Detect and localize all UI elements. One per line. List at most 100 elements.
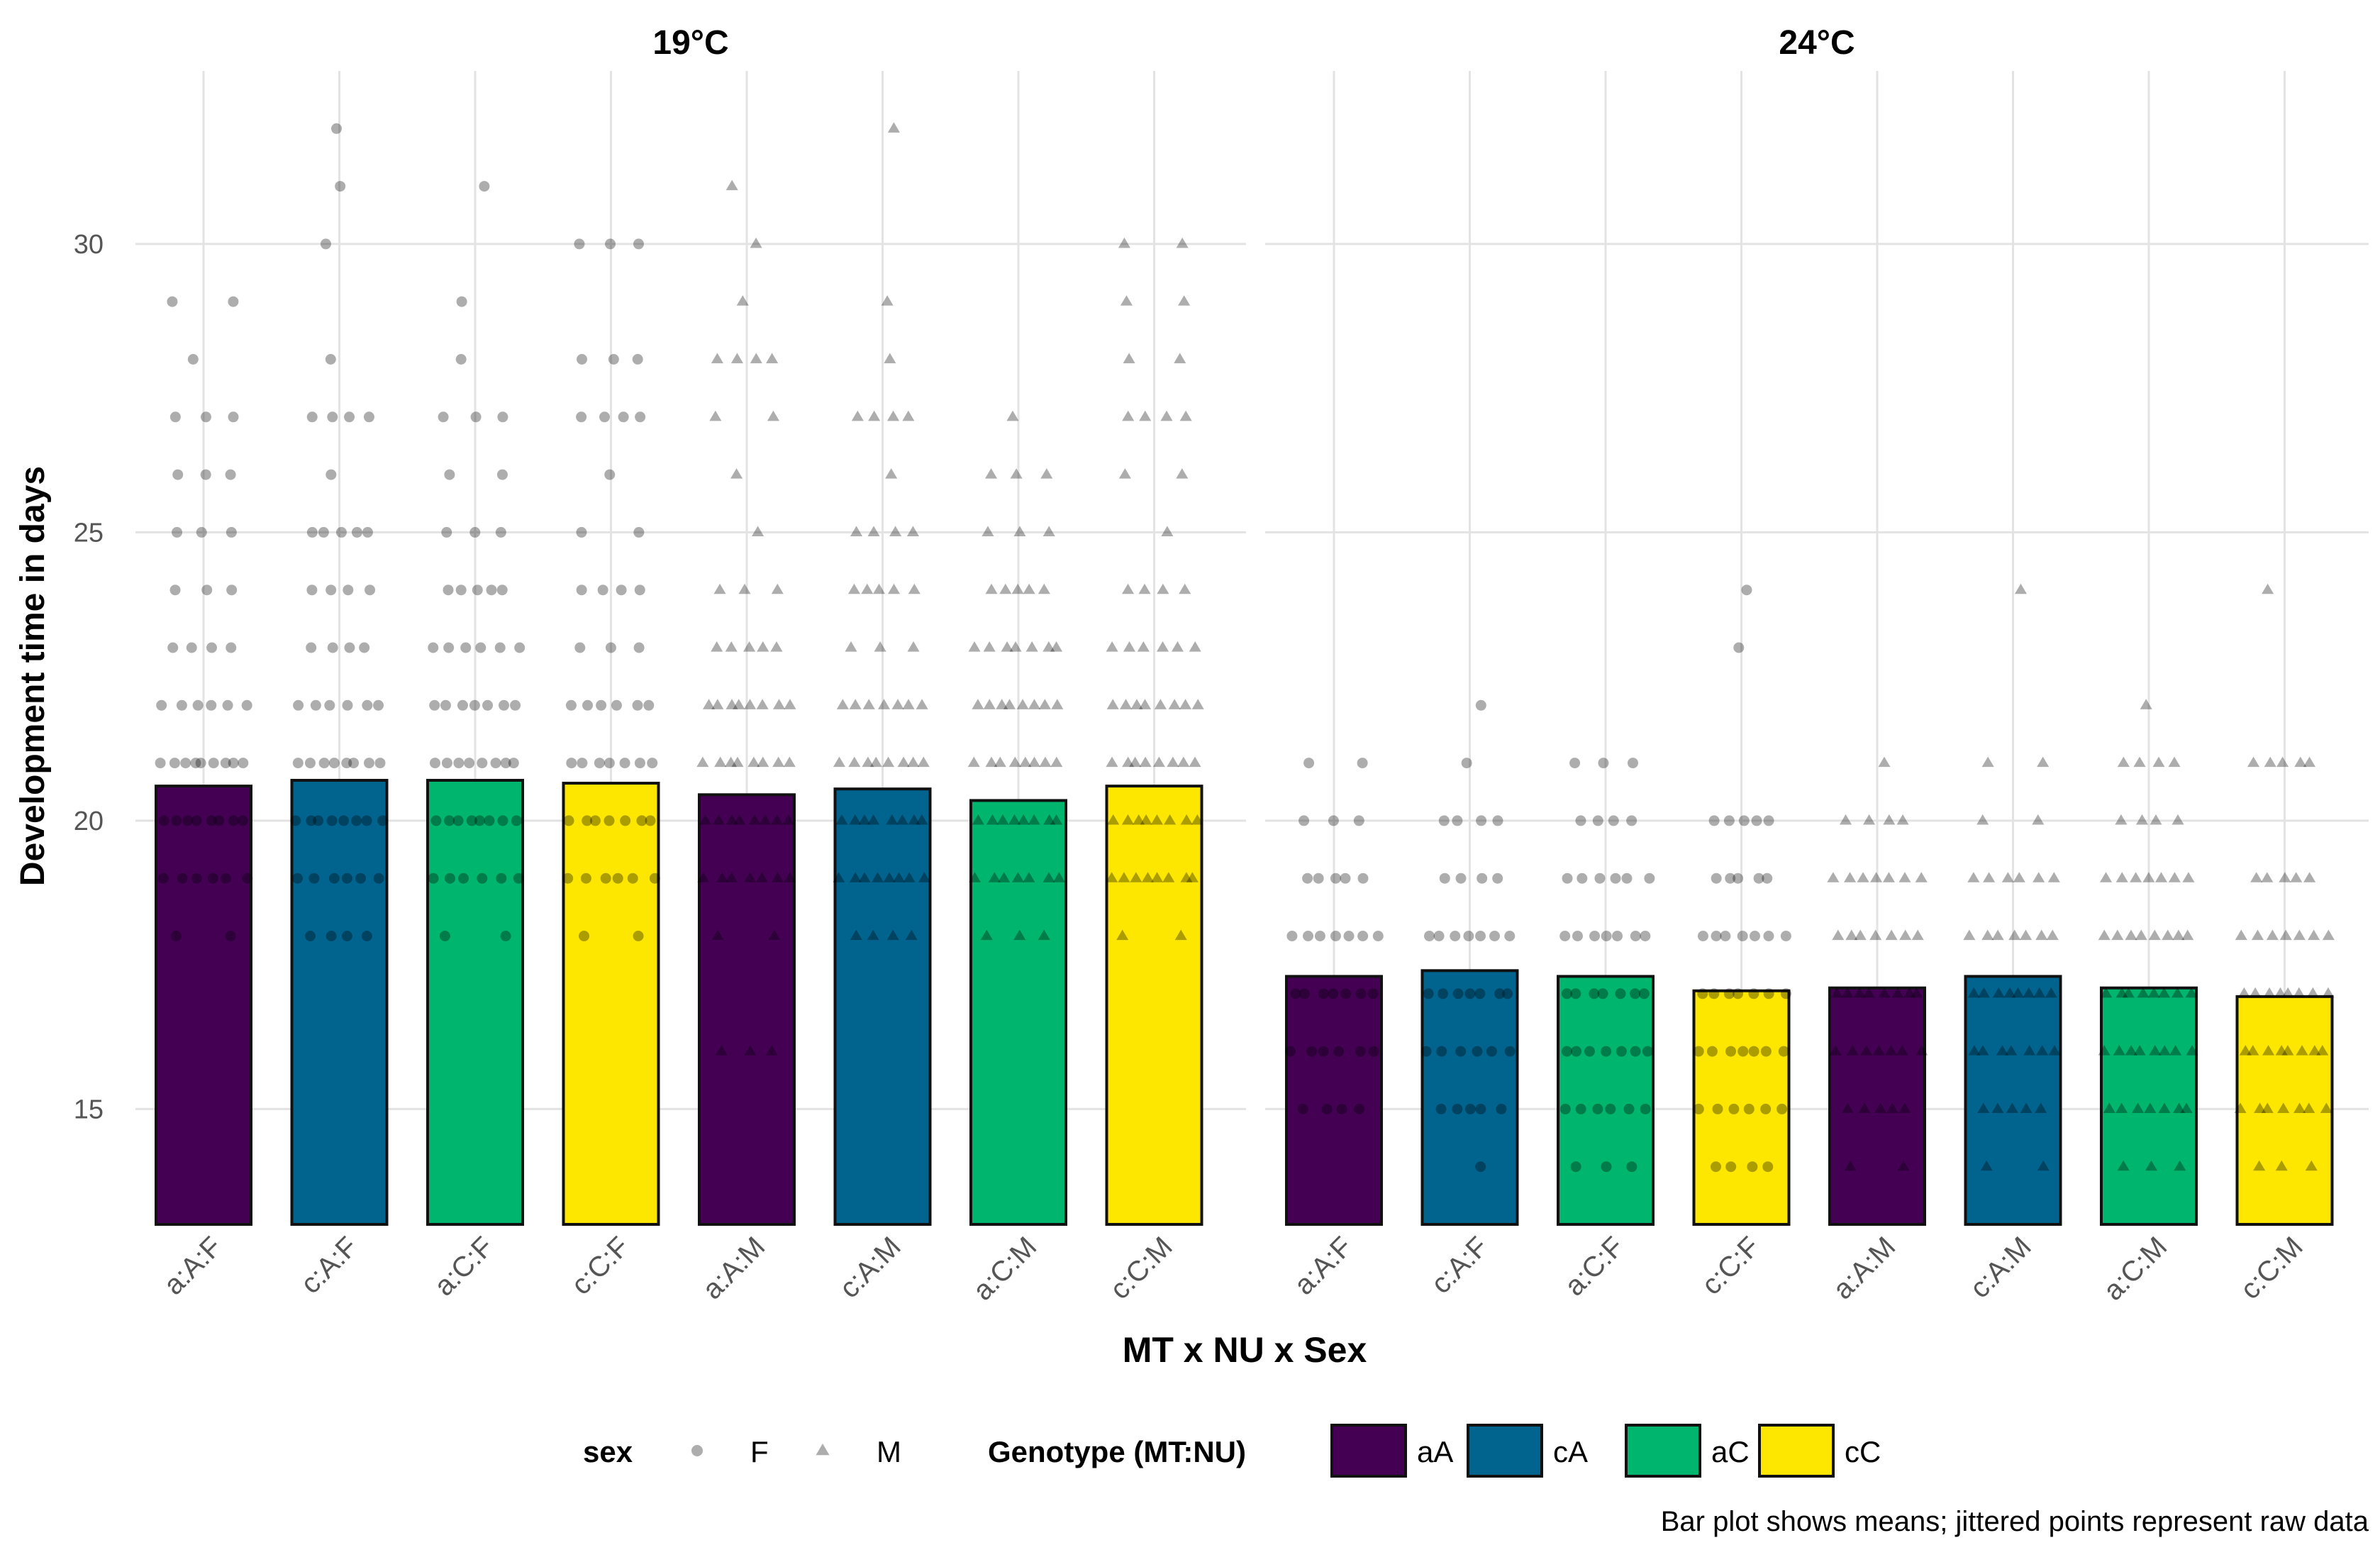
data-point xyxy=(1303,931,1314,941)
data-point xyxy=(2115,814,2128,825)
data-point xyxy=(377,815,389,826)
data-point xyxy=(1130,872,1142,882)
data-point xyxy=(725,756,738,768)
data-point xyxy=(1899,929,1912,941)
data-point xyxy=(699,814,712,825)
data-point xyxy=(477,873,488,884)
data-point xyxy=(430,815,442,826)
data-point xyxy=(1043,814,1056,825)
data-point xyxy=(782,814,795,825)
data-point xyxy=(582,699,594,711)
data-point xyxy=(596,699,607,711)
data-point xyxy=(759,814,772,825)
data-point xyxy=(982,526,994,536)
data-point xyxy=(2168,872,2181,882)
data-point xyxy=(2133,756,2146,768)
data-point xyxy=(2181,929,2194,941)
data-point xyxy=(1141,872,1155,882)
data-point xyxy=(563,815,574,826)
data-point xyxy=(1492,873,1503,884)
data-point xyxy=(2149,1045,2162,1056)
data-point xyxy=(1630,988,1641,1000)
data-point xyxy=(208,758,219,769)
data-point xyxy=(882,756,895,768)
data-point xyxy=(833,756,846,768)
data-point xyxy=(497,815,508,826)
data-point xyxy=(886,410,900,421)
bar xyxy=(426,778,524,1226)
data-point xyxy=(206,699,217,711)
data-point xyxy=(980,929,993,941)
data-point xyxy=(2296,1045,2308,1056)
data-point xyxy=(228,815,239,826)
data-point xyxy=(574,238,585,250)
data-point xyxy=(1733,873,1744,884)
data-point xyxy=(1780,988,1791,1000)
data-point xyxy=(1139,756,1152,768)
data-point xyxy=(1896,814,1909,825)
data-point xyxy=(241,699,252,711)
data-point xyxy=(1640,931,1651,941)
data-point xyxy=(1830,987,1843,998)
data-point xyxy=(1778,1046,1789,1057)
bar xyxy=(562,782,660,1227)
data-point xyxy=(1991,1102,2004,1113)
data-point xyxy=(470,411,482,423)
data-point xyxy=(453,758,465,769)
data-point xyxy=(877,699,891,709)
data-point xyxy=(341,873,352,884)
data-point xyxy=(2308,1045,2321,1056)
data-point xyxy=(731,756,744,768)
data-point xyxy=(1010,468,1023,479)
data-point xyxy=(632,699,643,711)
data-point xyxy=(196,526,207,538)
data-point xyxy=(1121,814,1134,825)
data-point xyxy=(1042,872,1055,882)
data-point xyxy=(903,872,916,882)
data-point xyxy=(2154,872,2168,882)
data-point xyxy=(881,295,894,306)
data-point xyxy=(1017,814,1030,825)
data-point xyxy=(508,758,519,769)
data-point xyxy=(2144,1102,2157,1113)
data-point xyxy=(696,756,709,768)
data-point xyxy=(772,699,786,709)
data-point xyxy=(1357,873,1369,884)
data-point xyxy=(226,526,237,538)
data-point xyxy=(2247,1045,2259,1056)
data-point xyxy=(1028,699,1041,709)
data-point xyxy=(1436,1046,1447,1057)
data-point xyxy=(1610,873,1621,884)
data-point xyxy=(594,758,605,769)
data-point xyxy=(715,1045,728,1056)
data-point xyxy=(2172,929,2185,941)
data-point xyxy=(2261,872,2274,882)
data-point xyxy=(514,642,526,653)
data-point xyxy=(885,468,898,479)
data-point xyxy=(1464,1103,1476,1114)
data-point xyxy=(1844,1160,1857,1171)
data-point xyxy=(983,699,996,709)
data-point xyxy=(1697,988,1708,1000)
data-point xyxy=(1179,410,1192,421)
data-point xyxy=(479,181,490,192)
data-point xyxy=(765,1045,778,1056)
data-point xyxy=(872,872,884,882)
data-point xyxy=(986,814,999,825)
data-point xyxy=(908,583,921,594)
data-point xyxy=(1981,929,1994,941)
data-point xyxy=(850,929,862,941)
data-point xyxy=(1494,988,1506,1000)
bar xyxy=(1692,989,1791,1226)
data-point xyxy=(2122,987,2135,998)
data-point xyxy=(348,758,360,769)
data-point xyxy=(326,931,337,941)
data-point xyxy=(475,642,486,653)
data-point xyxy=(772,756,785,768)
data-point xyxy=(907,641,920,652)
data-point xyxy=(599,411,610,423)
data-point xyxy=(580,873,591,884)
data-point xyxy=(326,815,338,826)
data-point xyxy=(725,179,738,191)
data-point xyxy=(2158,1045,2171,1056)
